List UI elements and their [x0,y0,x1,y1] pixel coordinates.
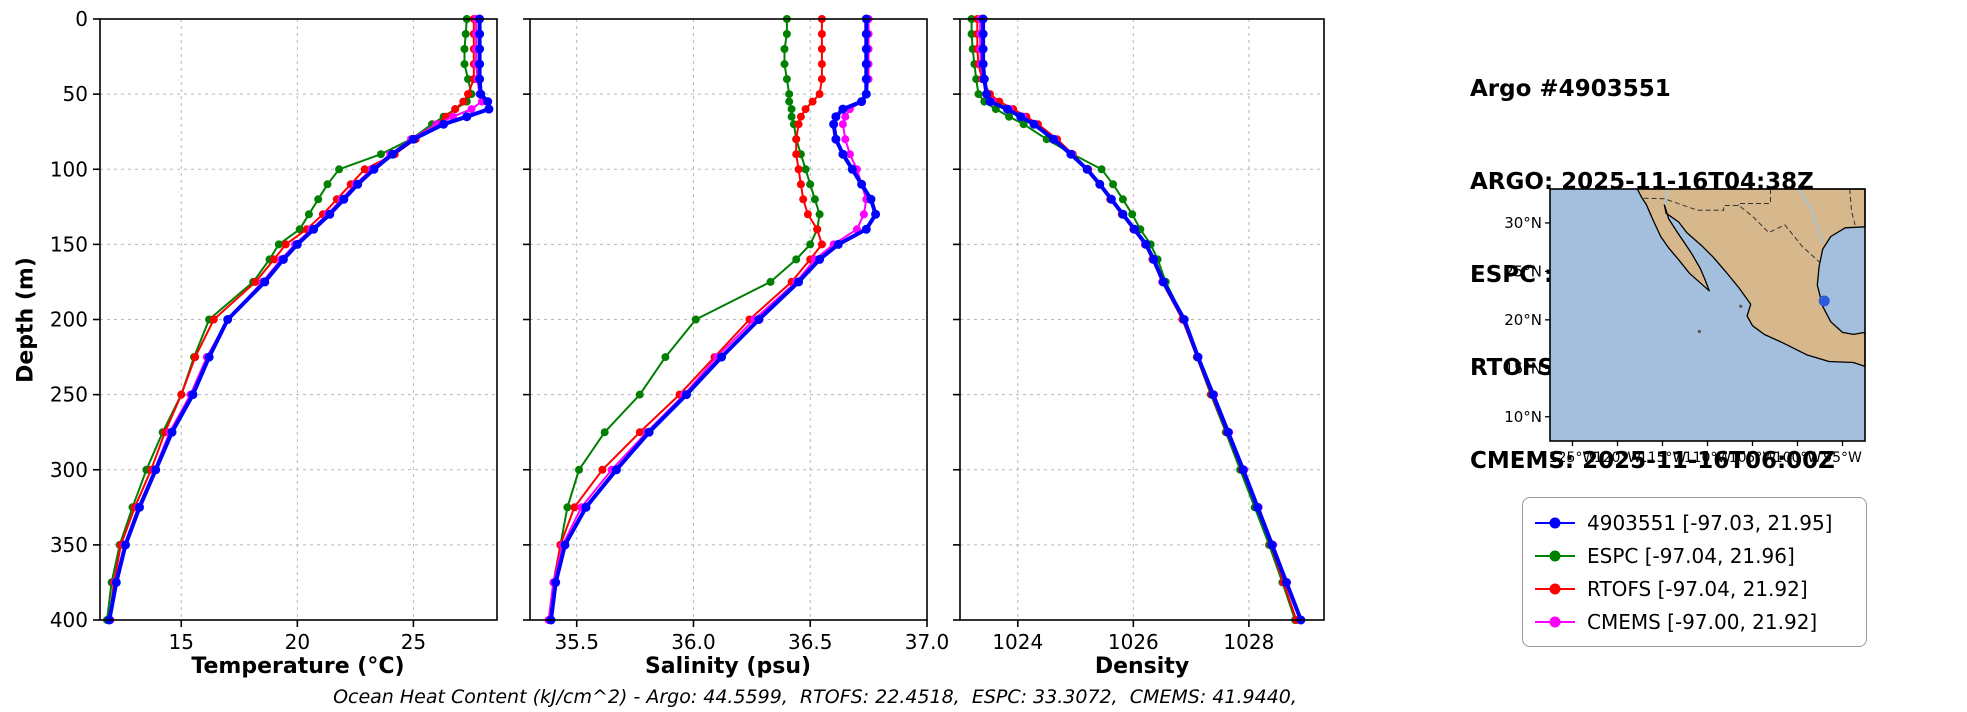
cmems-timestamp: CMEMS: 2025-11-16T06:00Z [1470,448,1835,474]
ohc-caption: Ocean Heat Content (kJ/cm^2) - Argo: 44.… [333,686,1297,708]
header: Argo #4903551 ARGO: 2025-11-16T04:38Z ES… [1470,12,1835,539]
svg-text:35.5: 35.5 [554,630,599,654]
legend-item-cmems: CMEMS [-97.00, 21.92] [1535,605,1854,638]
svg-text:115°W: 115°W [1639,450,1687,466]
svg-text:1026: 1026 [1108,630,1159,654]
float-position-marker [1818,295,1830,307]
svg-text:37.0: 37.0 [905,630,950,654]
map-river [1798,188,1824,244]
svg-text:15: 15 [169,630,194,654]
svg-text:95°W: 95°W [1823,450,1862,466]
svg-text:15°N: 15°N [1504,359,1542,377]
argo-line-marker-icon [1535,517,1575,529]
map-land [1636,188,1866,368]
svg-text:400: 400 [50,608,88,632]
svg-text:200: 200 [50,308,88,332]
salinity-axis-label: Salinity (psu) [644,654,812,679]
svg-text:110°W: 110°W [1684,450,1732,466]
salinity-chart: 35.5 36.0 36.5 37.0 [523,14,950,654]
svg-text:1028: 1028 [1223,630,1274,654]
svg-text:50: 50 [63,82,88,106]
svg-text:105°W: 105°W [1729,450,1777,466]
svg-text:1024: 1024 [992,630,1043,654]
svg-text:300: 300 [50,458,88,482]
map-border [1643,197,1821,264]
float-title: Argo #4903551 [1470,76,1671,102]
map-island [1739,304,1743,308]
legend: 4903551 [-97.03, 21.95] ESPC [-97.04, 21… [1522,497,1867,647]
svg-text:350: 350 [50,533,88,557]
map-river [1663,188,1669,205]
legend-item-espc: ESPC [-97.04, 21.96] [1535,539,1854,572]
svg-text:36.0: 36.0 [671,630,716,654]
svg-text:36.5: 36.5 [788,630,833,654]
legend-label: RTOFS [-97.04, 21.92] [1587,576,1808,601]
svg-text:120°W: 120°W [1594,450,1642,466]
svg-text:125°W: 125°W [1549,450,1597,466]
density-chart: 1024 1026 1028 [953,14,1325,654]
y-axis-label: Depth (m) [13,257,39,383]
density-series-4903551 [978,14,1306,625]
legend-label: ESPC [-97.04, 21.96] [1587,543,1795,568]
map-island [1697,329,1701,334]
svg-text:20: 20 [285,630,310,654]
cmems-line-marker-icon [1535,616,1575,628]
svg-text:100°W: 100°W [1774,450,1822,466]
legend-item-argo: 4903551 [-97.03, 21.95] [1535,506,1854,539]
svg-text:250: 250 [50,383,88,407]
rtofs-line-marker-icon [1535,583,1575,595]
density-axis-label: Density [1094,654,1190,679]
svg-text:20°N: 20°N [1504,311,1542,329]
legend-item-rtofs: RTOFS [-97.04, 21.92] [1535,572,1854,605]
svg-text:150: 150 [50,232,88,256]
legend-label: 4903551 [-97.03, 21.95] [1587,510,1833,535]
salinity-series-4903551 [546,14,881,625]
svg-text:10°N: 10°N [1504,408,1542,426]
espc-line-marker-icon [1535,550,1575,562]
svg-text:25: 25 [401,630,426,654]
temperature-axis-label: Temperature (°C) [191,654,405,679]
legend-label: CMEMS [-97.00, 21.92] [1587,609,1818,634]
svg-text:25°N: 25°N [1504,262,1542,280]
temperature-series-4903551 [104,14,494,625]
svg-text:0: 0 [75,7,88,31]
svg-text:30°N: 30°N [1504,214,1542,232]
svg-text:100: 100 [50,157,88,181]
